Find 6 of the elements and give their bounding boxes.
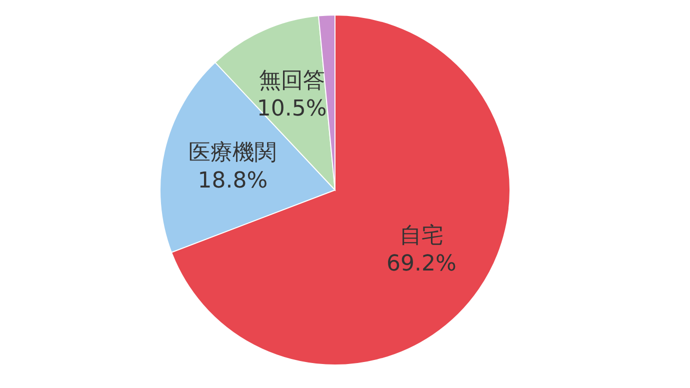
data-label: 69.2%	[386, 252, 456, 277]
slice-label: 自宅	[399, 224, 444, 249]
slice-label: 医療機関	[188, 140, 277, 166]
data-label: 18.8%	[198, 168, 268, 194]
data-label: 10.5%	[256, 96, 327, 122]
slice-label: 無回答	[258, 68, 325, 94]
